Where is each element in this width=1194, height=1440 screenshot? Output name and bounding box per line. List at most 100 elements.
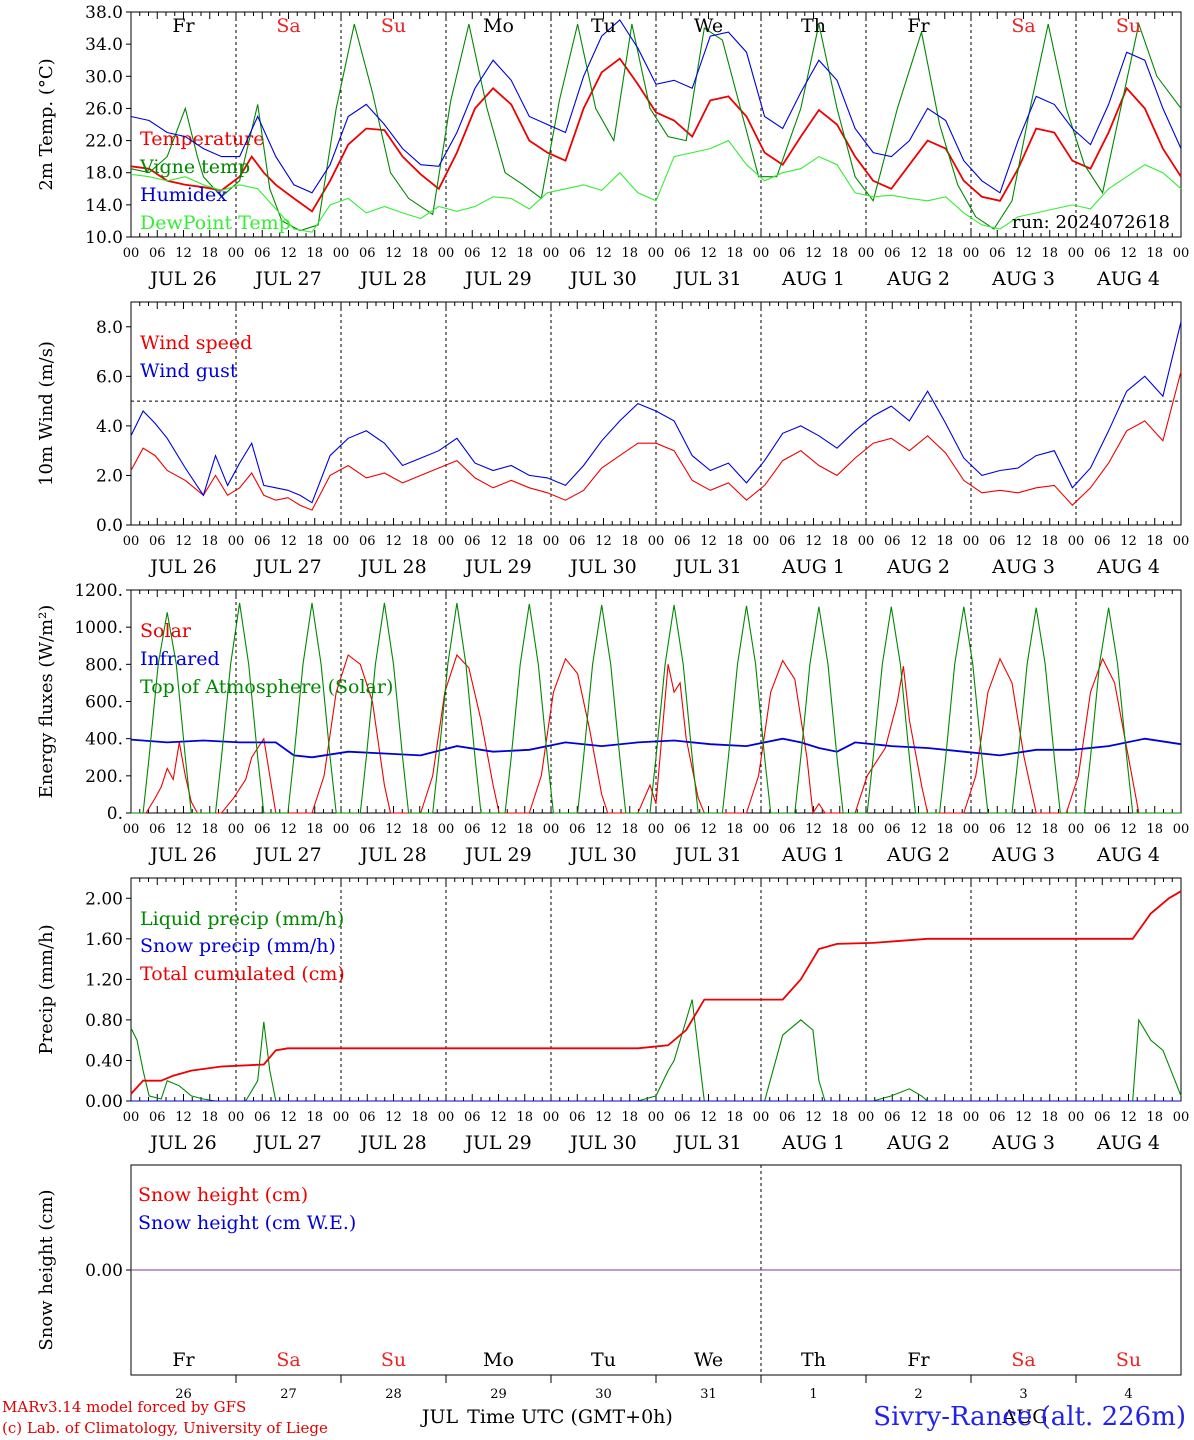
hour-label: 00	[1068, 822, 1085, 837]
legend-entry: Temperature	[140, 128, 264, 150]
hour-label: 18	[936, 1110, 953, 1125]
hour-label: 12	[385, 246, 402, 261]
legend-entry: Snow height (cm W.E.)	[138, 1212, 356, 1234]
date-label: JUL 30	[568, 556, 636, 578]
hour-label: 06	[989, 822, 1006, 837]
panel-2: 0.0 2.0 4.0 6.0 8.0 10m Wind (m/s) Wind speed W…	[36, 301, 1190, 578]
y-tick-label: 800.	[85, 655, 123, 675]
y-tick-label: 26.0	[85, 99, 123, 119]
hour-label: 18	[726, 822, 743, 837]
hour-label: 12	[1120, 534, 1137, 549]
legend-entry: Total cumulated (cm)	[140, 963, 345, 985]
weekday-label-bottom: Fr	[907, 1349, 930, 1371]
hour-label: 06	[569, 1110, 586, 1125]
weekday-label: Tu	[591, 15, 616, 37]
series-line-wind-speed	[130, 371, 1182, 511]
y-tick-label: 8.0	[96, 318, 123, 338]
month-label-jul: JUL	[420, 1406, 459, 1428]
y-axis-label: Energy fluxes (W/m²)	[36, 605, 57, 799]
hour-label: 06	[779, 534, 796, 549]
date-label: JUL 30	[568, 268, 636, 290]
hour-label: 00	[1068, 246, 1085, 261]
hour-label: 18	[831, 246, 848, 261]
legend-entry: Solar	[140, 620, 192, 642]
hour-label: 18	[201, 822, 218, 837]
hour-label: 12	[805, 1110, 822, 1125]
hour-label: 00	[333, 822, 350, 837]
weekday-label-bottom: We	[694, 1349, 723, 1371]
hour-label: 12	[1015, 246, 1032, 261]
hour-label: 00	[438, 1110, 455, 1125]
hour-label: 06	[149, 822, 166, 837]
hour-label: 00	[228, 1110, 245, 1125]
date-label: AUG 4	[1096, 1132, 1160, 1154]
hour-label: 18	[1041, 1110, 1058, 1125]
hour-label: 18	[831, 1110, 848, 1125]
weekday-label-bottom: Mo	[483, 1349, 514, 1371]
hour-label: 00	[1173, 534, 1190, 549]
hour-label: 12	[490, 534, 507, 549]
hour-label: 06	[989, 1110, 1006, 1125]
hour-label: 18	[306, 1110, 323, 1125]
date-label: JUL 27	[253, 1132, 321, 1154]
hour-label: 00	[1173, 1110, 1190, 1125]
day-number-label: 31	[700, 1387, 717, 1402]
series-line-vigne-temp	[130, 22, 1182, 232]
weekday-label: Fr	[907, 15, 930, 37]
hour-label: 12	[280, 822, 297, 837]
hour-label: 00	[858, 1110, 875, 1125]
hour-label: 18	[1146, 534, 1163, 549]
hour-label: 00	[438, 822, 455, 837]
hour-label: 18	[306, 246, 323, 261]
hour-label: 06	[254, 822, 271, 837]
y-tick-label: 200.	[85, 767, 123, 787]
hour-label: 00	[123, 1110, 140, 1125]
hour-label: 00	[123, 246, 140, 261]
hour-label: 00	[753, 246, 770, 261]
hour-label: 18	[1041, 822, 1058, 837]
date-label: AUG 1	[781, 268, 845, 290]
station-label: Sivry-Rance (alt. 226m)	[873, 1402, 1186, 1432]
y-tick-label: 6.0	[96, 367, 123, 387]
day-number-label: 1	[809, 1387, 817, 1402]
hour-label: 06	[989, 246, 1006, 261]
legend-entry: Liquid precip (mm/h)	[140, 908, 344, 930]
hour-label: 06	[569, 534, 586, 549]
weekday-label: Su	[381, 15, 406, 37]
date-label: JUL 28	[358, 844, 426, 866]
hour-label: 12	[175, 1110, 192, 1125]
y-tick-label: 14.0	[85, 196, 123, 216]
hour-label: 06	[464, 534, 481, 549]
y-tick-label: 1.60	[85, 930, 123, 950]
hour-label: 12	[700, 246, 717, 261]
weekday-label: Mo	[483, 15, 514, 37]
hour-label: 06	[359, 534, 376, 549]
weekday-label: Sa	[276, 15, 300, 37]
date-label: JUL 27	[253, 556, 321, 578]
legend-entry: Vigne temp	[139, 156, 250, 178]
hour-label: 12	[595, 822, 612, 837]
hour-label: 00	[963, 534, 980, 549]
hour-label: 18	[516, 1110, 533, 1125]
legend-entry: Humidex	[140, 184, 227, 206]
hour-label: 18	[411, 1110, 428, 1125]
date-label: JUL 28	[358, 1132, 426, 1154]
hour-label: 06	[359, 246, 376, 261]
weekday-label-bottom: Tu	[591, 1349, 616, 1371]
hour-label: 18	[306, 534, 323, 549]
date-label: AUG 1	[781, 556, 845, 578]
date-label: AUG 4	[1096, 556, 1160, 578]
weekday-label-bottom: Th	[801, 1349, 826, 1371]
hour-label: 00	[543, 1110, 560, 1125]
weekday-label: Th	[801, 15, 826, 37]
hour-label: 00	[228, 534, 245, 549]
hour-label: 06	[359, 822, 376, 837]
weekday-label-bottom: Su	[1116, 1349, 1141, 1371]
date-label: JUL 29	[463, 268, 531, 290]
hour-label: 00	[963, 822, 980, 837]
hour-label: 12	[385, 822, 402, 837]
legend-entry: Infrared	[140, 648, 220, 670]
series-line-temperature	[130, 57, 1182, 213]
y-tick-label: 1.20	[85, 970, 123, 990]
date-label: AUG 2	[886, 844, 950, 866]
